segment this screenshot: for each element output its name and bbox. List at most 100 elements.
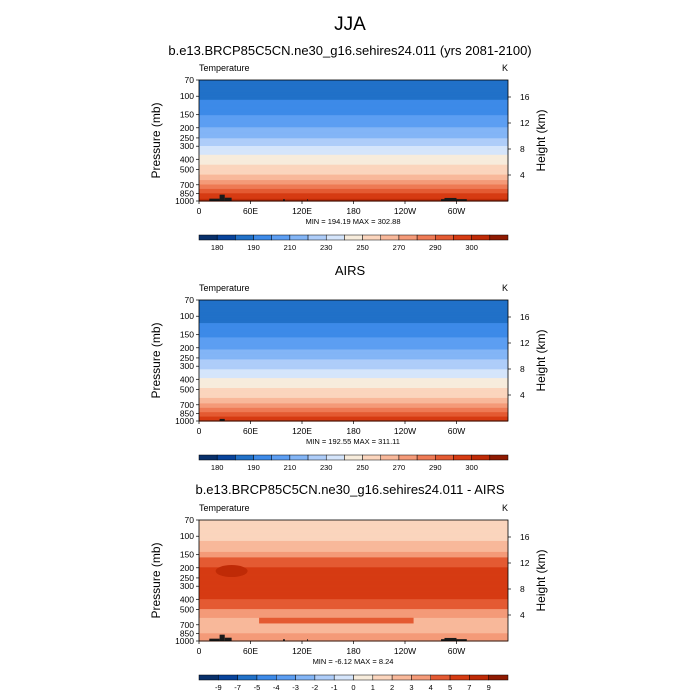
contour-band [199,89,508,92]
colorbar-label: 270 [393,463,406,472]
height-tick-label: 16 [520,92,530,102]
colorbar-label: 7 [467,683,471,692]
colorbar-swatch [198,454,218,461]
colorbar-swatch [353,674,374,681]
contour-band [199,300,508,302]
pressure-tick-label: 400 [180,374,194,384]
colorbar-swatch [416,234,436,241]
contour-band [199,625,508,628]
contour-band [199,344,508,346]
contour-band [199,588,508,590]
panel-title: b.e13.BRCP85C5CN.ne30_g16.sehires24.011 … [168,43,531,58]
contour-band [199,551,508,554]
min-max-stats: MIN = 194.19 MAX = 302.88 [305,217,400,226]
contour-band [199,319,508,322]
contour-band [199,153,508,156]
contour-band [199,550,508,553]
contour-band [199,580,508,583]
longitude-tick-label: 120E [292,426,312,436]
contour-band [199,302,508,304]
contour-band [199,80,508,82]
contour-band [199,575,508,577]
contour-band [199,573,508,576]
pressure-tick-label: 150 [180,550,194,560]
contour-band [199,333,508,335]
contour-band [199,116,508,118]
contour-band [199,361,508,364]
contour-band [199,196,508,199]
contour-band [199,396,508,399]
contour-band [199,154,508,157]
colorbar-label: 3 [409,683,413,692]
contour-band [199,132,508,135]
min-max-stats: MIN = -6.12 MAX = 8.24 [313,657,394,666]
contour-band [199,177,508,180]
contour-band [199,366,508,368]
contour-band [199,533,508,535]
contour-band [199,414,508,417]
contour-band [199,561,508,564]
contour-band [199,537,508,540]
contour-band [199,325,508,327]
terrain-block [444,197,457,201]
contour-band [199,360,508,363]
contour-band [199,545,508,547]
contour-band [199,103,508,105]
contour-band [199,148,508,150]
contour-band [199,627,508,630]
contour-band [199,610,508,612]
colorbar-swatch [325,454,345,461]
terrain-block [441,639,445,641]
contour-band [199,303,508,305]
pressure-tick-label: 300 [180,361,194,371]
contour-band [199,397,508,400]
contour-band [199,378,508,380]
contour-band [199,583,508,586]
contour-band [199,363,508,366]
variable-label: Temperature [199,63,250,73]
y-axis-label: Pressure (mb) [149,102,163,178]
contour-band [199,379,508,381]
contour-band [199,115,508,117]
colorbar-label: -7 [234,683,241,692]
colorbar-swatch [218,674,238,681]
contour-band [199,339,508,342]
contour-band [199,190,508,192]
colorbar-label: -1 [331,683,338,692]
colorbar-swatch [198,234,218,241]
contour-band [199,133,508,136]
contour-band [199,342,508,345]
contour-band [199,370,508,373]
contour-band [199,99,508,102]
colorbar-label: 250 [356,243,369,252]
contour-band [199,364,508,367]
contour-band [199,128,508,131]
contour-band [199,188,508,191]
contour-band [199,117,508,120]
contour-band [199,406,508,409]
contour-band [199,527,508,530]
contour-band [199,613,508,616]
contour-band [199,346,508,348]
contour-band [199,120,508,123]
contour-band [199,98,508,101]
terrain-block [456,199,467,201]
variable-label: Temperature [199,503,250,513]
contour-band [199,160,508,162]
contour-band [199,569,508,572]
contour-band [199,142,508,145]
height-tick-label: 4 [520,170,525,180]
variable-label: Temperature [199,283,250,293]
contour-band [199,567,508,569]
contour-band [199,389,508,391]
contour-band [199,95,508,98]
contour-band [199,324,508,326]
contour-band [199,549,508,552]
contour-band [199,102,508,104]
contour-band [199,149,508,151]
contour-band [199,589,508,591]
contour-band [199,375,508,378]
contour-band [199,525,508,528]
contour-band [199,174,508,177]
colorbar: -9 -7 -5 -4 -3 -2 -1 0 1 2 3 4 5 7 9 [198,674,509,692]
